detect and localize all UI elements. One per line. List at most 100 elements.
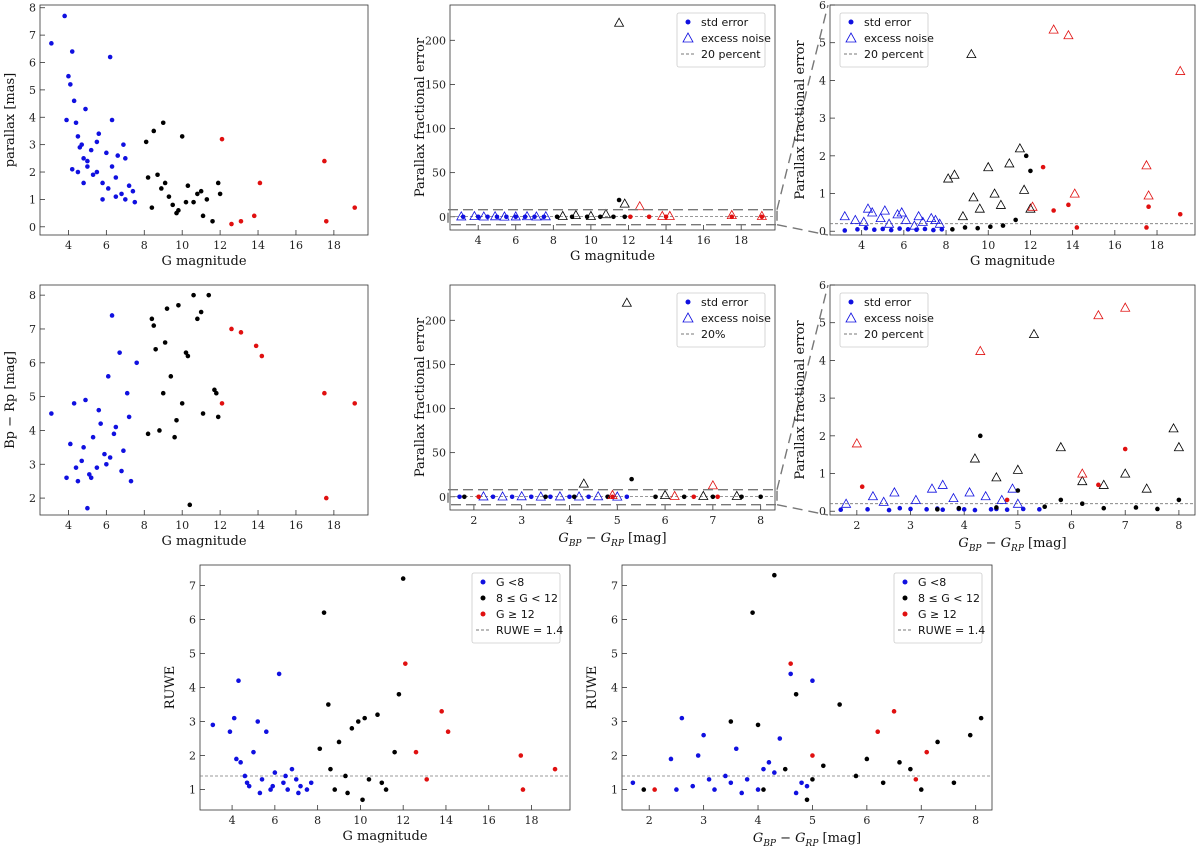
legend-box xyxy=(893,572,983,644)
data-point xyxy=(231,715,237,721)
y-tick-label: 2 xyxy=(819,430,826,443)
x-tick-label: 18 xyxy=(525,814,539,827)
data-point xyxy=(98,421,103,426)
data-point-triangle xyxy=(969,453,981,463)
data-point xyxy=(788,671,793,677)
data-point xyxy=(935,507,940,512)
x-tick-label: 6 xyxy=(863,814,870,827)
data-point xyxy=(130,188,136,194)
data-point-triangle xyxy=(1141,159,1152,170)
legend-marker xyxy=(848,19,854,25)
data-point xyxy=(174,417,179,423)
data-point-triangle xyxy=(1007,483,1018,493)
data-point xyxy=(81,180,86,186)
data-point xyxy=(701,732,706,738)
data-point xyxy=(360,797,365,803)
x-axis-label: G magnitude xyxy=(342,829,427,844)
data-point xyxy=(1146,204,1151,210)
data-point xyxy=(345,790,350,796)
data-point-triangle xyxy=(499,211,510,221)
data-point xyxy=(94,139,100,145)
data-point-triangle xyxy=(731,490,742,500)
data-point-triangle xyxy=(516,490,527,501)
data-point-triangle xyxy=(521,210,533,221)
data-point xyxy=(128,478,134,484)
data-point-triangle xyxy=(657,210,668,220)
data-point xyxy=(715,494,720,500)
data-point xyxy=(383,787,389,792)
data-point xyxy=(187,502,193,508)
data-point-triangle xyxy=(1120,302,1131,312)
data-point xyxy=(123,156,128,161)
data-point xyxy=(134,360,139,366)
y-tick-label: 4 xyxy=(189,682,196,695)
data-point xyxy=(914,227,919,233)
data-point xyxy=(115,153,121,158)
data-point xyxy=(977,433,983,439)
data-point xyxy=(132,199,138,205)
data-point xyxy=(366,777,372,782)
data-point xyxy=(198,188,204,194)
data-point xyxy=(83,397,88,403)
legend-box xyxy=(676,292,766,348)
data-point-triangle xyxy=(1077,468,1088,478)
data-point xyxy=(641,787,647,792)
data-point-triangle xyxy=(839,210,850,221)
data-point xyxy=(66,73,71,79)
data-point xyxy=(296,790,301,796)
legend-marker xyxy=(845,32,857,43)
data-point xyxy=(185,183,191,189)
data-point xyxy=(1122,446,1128,452)
y-axis-label: Parallax fractional error xyxy=(413,37,428,197)
data-point xyxy=(81,445,86,450)
x-tick-label: 16 xyxy=(697,234,711,247)
data-point xyxy=(355,719,361,724)
data-point xyxy=(75,134,81,139)
legend-label: 8 ≤ G < 12 xyxy=(496,592,558,605)
y-tick-label: 200 xyxy=(425,314,446,327)
data-point-triangle xyxy=(917,216,929,226)
plot-frame xyxy=(39,284,369,516)
x-tick-label: 10 xyxy=(175,519,189,532)
data-point-triangle xyxy=(510,210,521,221)
data-point xyxy=(281,780,286,786)
data-point xyxy=(242,773,248,779)
data-point xyxy=(157,428,162,433)
data-point xyxy=(994,505,999,510)
data-point xyxy=(690,783,696,789)
data-point xyxy=(729,214,735,220)
data-point xyxy=(908,506,913,512)
data-point xyxy=(646,214,652,220)
data-point-triangle xyxy=(557,210,568,220)
data-point-triangle xyxy=(930,214,941,224)
y-tick-label: 6 xyxy=(819,279,826,292)
data-point xyxy=(68,441,73,447)
data-point xyxy=(143,139,149,145)
x-tick-label: 7 xyxy=(918,814,925,827)
x-tick-label: 16 xyxy=(482,814,496,827)
data-point xyxy=(967,732,973,738)
data-point xyxy=(629,476,634,482)
data-point xyxy=(308,780,314,786)
x-tick-label: 3 xyxy=(518,514,525,527)
data-point-triangle xyxy=(968,191,979,202)
data-point xyxy=(520,787,526,792)
y-tick-label: 2 xyxy=(29,492,36,505)
data-point xyxy=(891,709,897,714)
data-point xyxy=(68,82,73,87)
x-tick-label: 3 xyxy=(907,519,914,532)
data-point-triangle xyxy=(1069,188,1080,198)
legend-label: 20% xyxy=(701,328,725,341)
x-tick-label: 10 xyxy=(981,239,995,252)
data-point xyxy=(49,41,54,46)
data-point xyxy=(246,783,252,789)
data-point xyxy=(922,226,928,232)
data-point xyxy=(691,494,697,500)
data-point-triangle xyxy=(1168,422,1179,433)
data-point xyxy=(956,505,962,511)
y-tick-label: 2 xyxy=(819,150,826,163)
data-point xyxy=(123,197,128,202)
data-point xyxy=(90,172,96,178)
x-axis-label: G magnitude xyxy=(161,254,246,269)
